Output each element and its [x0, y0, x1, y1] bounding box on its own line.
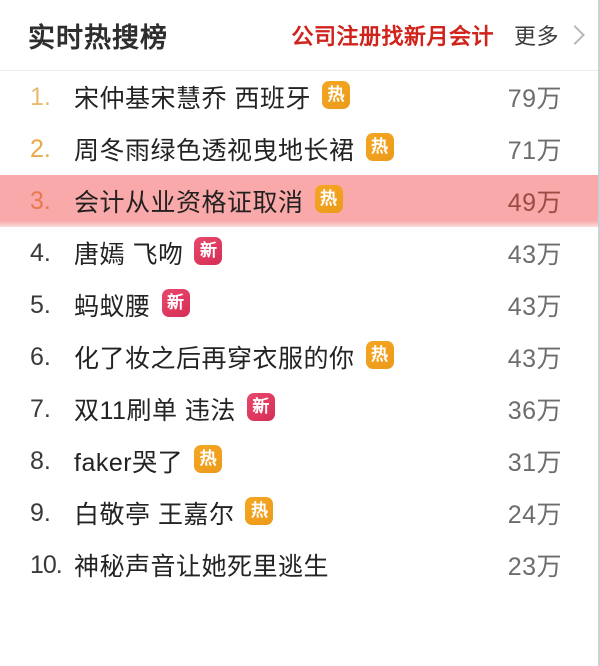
search-count: 31万	[507, 449, 562, 477]
new-badge-icon: 新	[246, 393, 275, 421]
search-count: 71万	[507, 137, 562, 165]
new-badge-icon: 新	[161, 289, 190, 317]
search-count: 43万	[507, 293, 562, 321]
page-title: 实时热搜榜	[28, 22, 168, 53]
list-item[interactable]: 8. faker哭了热 31万	[0, 435, 598, 487]
search-count: 24万	[507, 501, 562, 529]
search-term-label: 唐嫣 飞吻	[74, 241, 184, 269]
header-actions: 公司注册找新月会计 更多	[291, 19, 585, 51]
search-term-label: faker哭了	[74, 449, 184, 477]
list-item[interactable]: 9. 白敬亭 王嘉尔热 24万	[0, 487, 598, 539]
list-item-content: 会计从业资格证取消热	[74, 183, 343, 219]
list-item[interactable]: 7. 双11刷单 违法新 36万	[0, 383, 598, 435]
list-item[interactable]: 4. 唐嫣 飞吻新 43万	[0, 227, 598, 279]
list-item[interactable]: 1. 宋仲基宋慧乔 西班牙热 79万	[0, 71, 598, 123]
search-term-label: 神秘声音让她死里逃生	[74, 553, 330, 581]
list-item-content: 宋仲基宋慧乔 西班牙热	[74, 79, 350, 115]
rank-number: 5.	[30, 290, 51, 319]
search-term-label: 双11刷单 违法	[74, 397, 236, 425]
search-term-label: 化了妆之后再穿衣服的你	[74, 345, 355, 373]
hot-search-list: 1. 宋仲基宋慧乔 西班牙热 79万 2. 周冬雨绿色透视曳地长裙热 71万 3. 会计从业资…	[0, 71, 598, 591]
rank-number: 7.	[30, 394, 51, 423]
list-item-content: 双11刷单 违法新	[74, 391, 275, 427]
search-term-label: 宋仲基宋慧乔 西班牙	[74, 85, 311, 113]
search-count: 43万	[507, 241, 562, 269]
list-item[interactable]: 2. 周冬雨绿色透视曳地长裙热 71万	[0, 123, 598, 175]
hot-badge-icon: 热	[314, 185, 343, 213]
hot-badge-icon: 热	[321, 81, 350, 109]
rank-number: 3.	[30, 186, 51, 215]
list-item-content: 神秘声音让她死里逃生	[74, 547, 329, 583]
hot-badge-icon: 热	[245, 497, 274, 525]
list-item-content: 蚂蚁腰新	[74, 287, 190, 323]
rank-number: 6.	[30, 342, 51, 371]
hot-badge-icon: 热	[365, 133, 394, 161]
rank-number: 10.	[30, 550, 63, 579]
list-item-content: 唐嫣 飞吻新	[74, 235, 223, 271]
rank-number: 1.	[30, 82, 51, 111]
search-count: 49万	[507, 189, 562, 217]
list-item-content: 白敬亭 王嘉尔热	[74, 495, 274, 531]
search-term-label: 周冬雨绿色透视曳地长裙	[74, 137, 355, 165]
new-badge-icon: 新	[194, 237, 223, 265]
search-term-label: 会计从业资格证取消	[74, 189, 304, 217]
search-count: 23万	[507, 553, 562, 581]
rank-number: 2.	[30, 134, 51, 163]
search-term-label: 蚂蚁腰	[74, 293, 151, 321]
rank-number: 8.	[30, 446, 51, 475]
list-item[interactable]: 5. 蚂蚁腰新 43万	[0, 279, 598, 331]
hot-badge-icon: 热	[365, 341, 394, 369]
search-count: 79万	[507, 85, 562, 113]
list-item-content: 化了妆之后再穿衣服的你热	[74, 339, 394, 375]
list-item[interactable]: 6. 化了妆之后再穿衣服的你热 43万	[0, 331, 598, 383]
list-item[interactable]: 10. 神秘声音让她死里逃生 23万	[0, 539, 598, 591]
more-button[interactable]: 更多	[513, 24, 559, 49]
list-item-content: 周冬雨绿色透视曳地长裙热	[74, 131, 394, 167]
rank-number: 4.	[30, 238, 51, 267]
hot-badge-icon: 热	[194, 445, 223, 473]
search-count: 36万	[507, 397, 562, 425]
board-header: 实时热搜榜 公司注册找新月会计 更多	[0, 0, 598, 71]
list-item[interactable]: 3. 会计从业资格证取消热 49万	[0, 175, 598, 227]
list-item-content: faker哭了热	[74, 443, 223, 479]
rank-number: 9.	[30, 498, 51, 527]
ad-link[interactable]: 公司注册找新月会计	[291, 24, 494, 49]
search-term-label: 白敬亭 王嘉尔	[74, 501, 235, 529]
chevron-right-icon[interactable]	[565, 25, 585, 45]
search-count: 43万	[507, 345, 562, 373]
